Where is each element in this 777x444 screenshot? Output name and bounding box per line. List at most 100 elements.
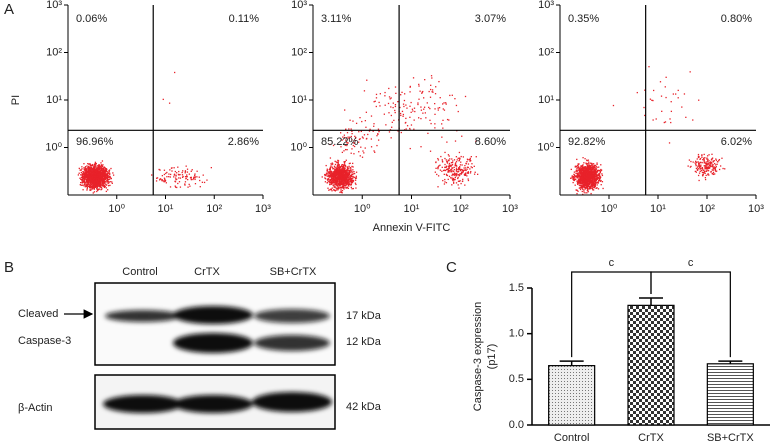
event-dot <box>343 177 346 179</box>
event-dot <box>86 177 88 179</box>
event-dot <box>88 181 90 184</box>
event-dot <box>703 160 705 162</box>
event-dot <box>591 168 593 170</box>
event-dot <box>161 175 164 177</box>
event-dot <box>601 181 604 183</box>
event-dot <box>451 173 454 175</box>
event-dot <box>335 176 338 179</box>
event-dot <box>345 128 347 131</box>
event-dot <box>587 181 589 183</box>
event-dot <box>86 165 88 167</box>
event-dot <box>584 166 586 168</box>
event-dot <box>579 180 582 182</box>
event-dot <box>96 175 98 178</box>
event-dot <box>599 173 601 175</box>
event-dot <box>701 168 704 170</box>
event-dot <box>721 157 723 159</box>
event-dot <box>82 178 85 180</box>
event-dot <box>98 167 100 170</box>
event-dot <box>90 172 92 174</box>
event-dot <box>339 182 341 184</box>
event-dot <box>580 166 582 168</box>
event-dot <box>579 182 582 184</box>
event-dot <box>698 162 700 165</box>
event-dot <box>447 154 450 156</box>
event-dot <box>329 188 331 191</box>
event-dot <box>601 173 603 175</box>
event-dot <box>334 166 336 169</box>
event-dot <box>446 161 448 163</box>
event-dot <box>340 171 342 173</box>
event-dot <box>331 172 333 175</box>
event-dot <box>347 183 349 185</box>
event-dot <box>337 181 339 183</box>
event-dot <box>81 166 83 168</box>
event-dot <box>101 167 103 170</box>
event-dot <box>580 173 582 176</box>
event-dot <box>103 186 106 189</box>
y-tick-label: 10² <box>46 46 62 58</box>
event-dot <box>456 165 458 167</box>
event-dot <box>596 176 598 179</box>
event-dot <box>341 170 343 173</box>
event-dot <box>586 179 588 181</box>
event-dot <box>718 158 721 161</box>
event-dot <box>402 103 405 105</box>
event-dot <box>336 174 339 176</box>
event-dot <box>332 176 334 178</box>
event-dot <box>708 174 710 176</box>
event-dot <box>339 179 341 181</box>
event-dot <box>342 178 344 180</box>
event-dot <box>583 191 585 193</box>
event-dot <box>340 191 343 194</box>
event-dot <box>92 171 94 174</box>
event-dot <box>335 178 338 180</box>
event-dot <box>584 184 587 187</box>
event-dot <box>580 178 582 180</box>
event-dot <box>348 185 350 187</box>
event-dot <box>203 181 206 184</box>
event-dot <box>334 177 337 179</box>
event-dot <box>344 181 346 183</box>
event-dot <box>593 168 595 170</box>
event-dot <box>446 141 448 143</box>
event-dot <box>449 165 451 167</box>
event-dot <box>701 156 703 159</box>
event-dot <box>351 173 353 175</box>
event-dot <box>107 179 109 181</box>
event-dot <box>352 177 354 179</box>
event-dot <box>97 185 100 187</box>
event-dot <box>587 176 590 178</box>
event-dot <box>585 180 588 182</box>
event-dot <box>87 162 89 165</box>
event-dot <box>586 186 589 188</box>
event-dot <box>455 168 458 171</box>
event-dot <box>714 168 717 171</box>
event-dot <box>454 163 457 165</box>
event-dot <box>597 182 599 184</box>
event-dot <box>571 175 573 177</box>
event-dot <box>93 174 95 176</box>
event-dot <box>464 174 467 176</box>
event-dot <box>104 176 106 179</box>
event-dot <box>706 157 708 159</box>
event-dot <box>458 180 460 182</box>
event-dot <box>575 172 577 174</box>
event-dot <box>184 183 186 185</box>
event-dot <box>348 165 350 167</box>
event-dot <box>577 176 579 179</box>
event-dot <box>375 97 378 99</box>
event-dot <box>593 173 595 175</box>
y-tick-label: 1.5 <box>509 282 524 294</box>
event-dot <box>468 158 470 161</box>
event-dot <box>342 173 344 176</box>
event-dot <box>699 165 702 168</box>
event-dot <box>348 183 350 185</box>
event-dot <box>98 175 100 178</box>
event-dot <box>98 176 100 179</box>
event-dot <box>162 98 164 101</box>
event-dot <box>592 182 594 184</box>
event-dot <box>325 174 327 176</box>
event-dot <box>89 176 91 178</box>
event-dot <box>339 183 341 186</box>
